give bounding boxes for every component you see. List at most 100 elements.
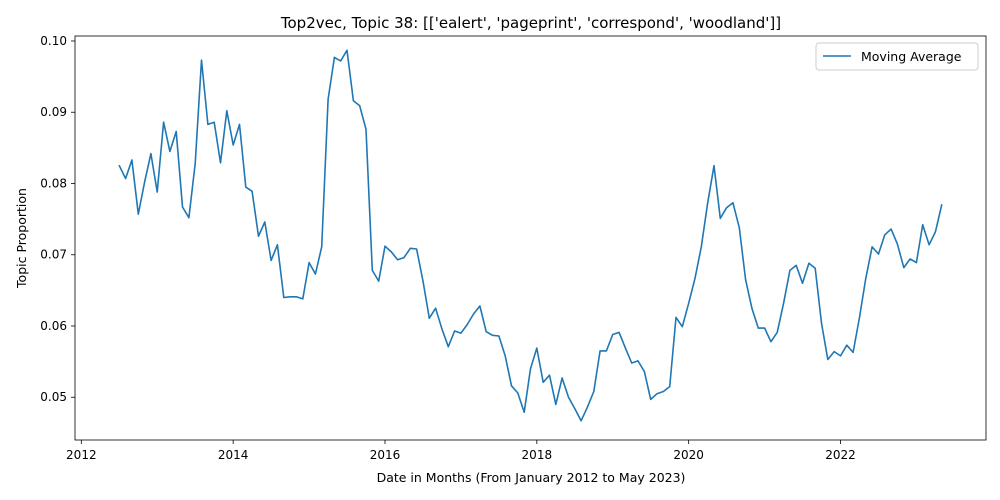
legend-label: Moving Average (861, 49, 962, 64)
data-point (744, 279, 747, 281)
data-point (631, 362, 633, 364)
series-points (118, 49, 943, 422)
data-point (896, 243, 899, 245)
data-point (504, 355, 506, 357)
data-point (681, 326, 683, 328)
data-point (934, 231, 936, 233)
data-point (131, 159, 133, 161)
data-point (656, 393, 658, 395)
data-point (428, 317, 430, 319)
data-point (207, 123, 209, 125)
data-point (624, 347, 626, 349)
data-point (548, 374, 551, 376)
y-axis-label: Topic Proportion (14, 188, 29, 289)
data-point (321, 246, 323, 248)
data-point (422, 280, 424, 282)
data-point (213, 121, 215, 123)
data-point (314, 273, 317, 275)
y-tick-label: 0.07 (40, 248, 67, 262)
data-point (700, 246, 702, 248)
data-point (593, 390, 595, 393)
data-point (909, 258, 911, 260)
data-point (922, 224, 924, 226)
data-point (567, 396, 570, 398)
data-point (441, 328, 443, 330)
data-point (352, 100, 354, 102)
data-point (865, 277, 867, 279)
data-point (732, 202, 734, 204)
data-point (726, 207, 728, 209)
data-point (858, 316, 861, 319)
y-tick-label: 0.08 (40, 176, 67, 190)
data-point (643, 370, 645, 373)
data-point (833, 351, 835, 353)
data-point (378, 280, 380, 282)
data-point (877, 253, 880, 255)
data-point (719, 217, 721, 220)
data-point (397, 259, 399, 261)
data-point (346, 49, 348, 51)
data-point (561, 377, 563, 379)
data-point (941, 204, 943, 206)
data-point (801, 282, 804, 284)
y-tick-label: 0.05 (40, 390, 67, 404)
data-point (409, 247, 411, 249)
data-point (903, 266, 905, 269)
plot-area (74, 35, 987, 441)
data-point (827, 358, 829, 361)
data-point (586, 406, 589, 408)
data-point (289, 296, 291, 298)
data-point (498, 335, 500, 337)
data-point (757, 327, 759, 329)
data-point (238, 123, 241, 125)
y-axis-ticks: 0.05 0.06 0.07 0.08 0.09 0.10 (40, 34, 75, 404)
x-tick-label: 2012 (66, 448, 97, 462)
data-point (782, 302, 785, 304)
x-tick-label: 2022 (825, 448, 856, 462)
data-point (384, 245, 386, 247)
data-point (295, 296, 298, 298)
data-point (251, 190, 253, 192)
x-tick-label: 2016 (370, 448, 401, 462)
series-line-moving-average (118, 49, 943, 422)
data-point (137, 213, 139, 215)
data-point (308, 261, 310, 264)
data-point (707, 202, 709, 205)
data-point (763, 327, 766, 329)
x-axis-ticks: 2012 2014 2016 2018 2020 2022 (66, 440, 856, 462)
data-point (340, 60, 342, 62)
data-point (302, 298, 304, 300)
x-tick-label: 2014 (218, 448, 249, 462)
data-point (846, 344, 848, 346)
data-point (517, 392, 519, 394)
data-point (188, 217, 190, 219)
data-point (371, 269, 373, 272)
data-point (416, 248, 418, 250)
data-point (435, 307, 437, 309)
data-point (479, 305, 481, 307)
data-point (365, 128, 367, 130)
data-point (694, 277, 696, 279)
data-point (839, 355, 842, 357)
data-point (605, 350, 608, 352)
data-point (915, 261, 918, 264)
legend: Moving Average (815, 42, 979, 71)
data-point (125, 177, 127, 180)
y-tick-label: 0.09 (40, 105, 67, 119)
data-point (175, 130, 177, 133)
data-point (814, 267, 816, 269)
data-point (618, 331, 620, 334)
data-point (327, 98, 329, 101)
data-point (820, 322, 823, 324)
data-point (510, 385, 513, 387)
data-point (574, 408, 576, 410)
data-point (453, 330, 456, 332)
data-point (536, 347, 538, 349)
data-point (542, 381, 544, 383)
chart-title: Top2vec, Topic 38: [['ealert', 'pageprin… (280, 14, 781, 32)
data-point (283, 296, 285, 299)
data-point (150, 152, 152, 155)
data-point (447, 346, 449, 348)
data-point (751, 307, 753, 309)
